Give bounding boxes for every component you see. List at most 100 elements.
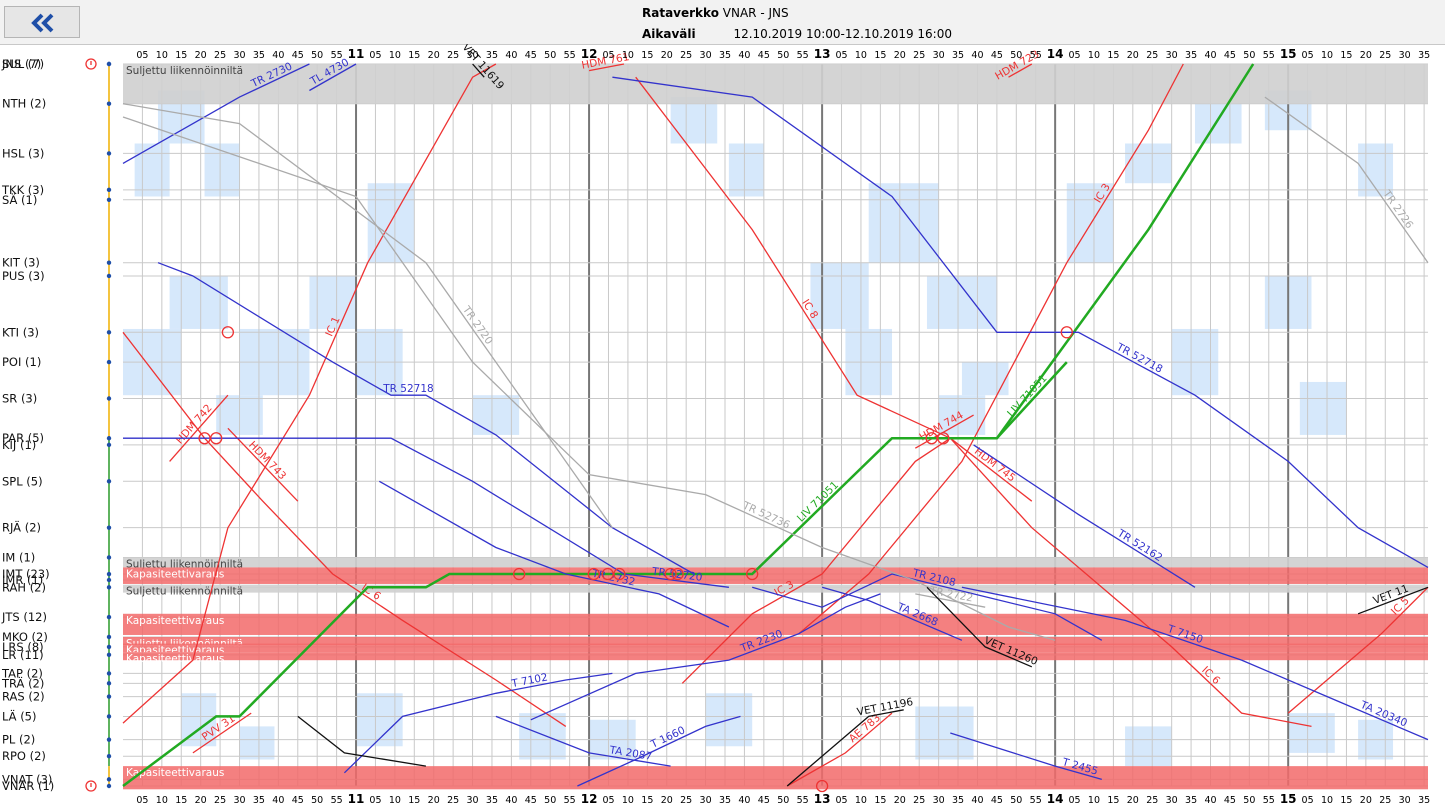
station-dot[interactable] [106,577,112,583]
back-button[interactable] [4,6,80,38]
station-dot[interactable] [106,359,112,365]
train-path[interactable] [950,732,1102,781]
train-path[interactable] [798,63,1184,635]
minute-tick-label: 40 [272,795,284,806]
train-path[interactable] [378,480,730,628]
station-dot[interactable] [106,571,112,577]
station-dot[interactable] [106,681,112,686]
station-dot[interactable] [106,652,112,658]
station-dot[interactable] [106,585,112,590]
train-path[interactable] [122,103,613,529]
station-dot[interactable] [106,396,112,401]
station-dot[interactable] [106,614,112,620]
train-path[interactable] [122,331,567,727]
train-path[interactable] [926,586,1033,668]
train-path[interactable] [1241,659,1429,741]
station-dot[interactable] [106,330,112,335]
alert-icon[interactable] [85,780,97,792]
train-path[interactable] [949,437,1033,502]
train-graph[interactable]: Suljettu liikennöinniltä Suljettu liikenn… [0,44,1445,811]
minute-tick-label: 05 [602,50,614,61]
train-path[interactable] [588,63,625,72]
station-dot[interactable] [106,436,112,441]
train-path[interactable] [192,712,252,754]
train-path[interactable] [961,586,1242,661]
train-path[interactable] [309,63,357,92]
conflict-marker[interactable] [601,567,614,581]
station-dot[interactable] [106,442,112,448]
station-dot[interactable] [106,101,112,106]
station-dot[interactable] [106,260,112,265]
train-path[interactable] [122,63,310,164]
conflict-marker[interactable] [198,432,211,445]
station-dot[interactable] [106,525,112,530]
band-label: Kapasiteettivaraus [126,767,224,779]
station-dot[interactable] [106,737,112,742]
train-path[interactable] [1287,586,1429,714]
conflict-marker[interactable] [664,567,677,581]
conflict-marker[interactable] [221,326,235,339]
station-dot[interactable] [106,753,112,759]
train-path[interactable] [752,573,1103,641]
train-path[interactable] [1008,63,1033,78]
minute-tick-label: 30 [933,50,945,61]
station-dot[interactable] [106,479,112,484]
train-path[interactable] [227,427,299,502]
station-dot[interactable] [106,714,112,719]
train-path[interactable] [1264,96,1429,264]
alert-icon[interactable] [85,58,97,70]
minute-tick-label: 10 [1321,50,1333,61]
conflict-marker[interactable] [1060,326,1073,339]
train-path[interactable] [949,437,1312,728]
minute-tick-label: 25 [680,50,692,61]
conflict-marker[interactable] [613,567,626,581]
train-path[interactable] [123,437,729,588]
station-dot[interactable] [106,783,112,789]
station-dot[interactable] [106,61,112,67]
interval-value: 12.10.2019 10:00-12.10.2019 16:00 [733,27,952,41]
train-path[interactable] [973,444,1196,588]
station-dot[interactable] [106,671,112,676]
train-path[interactable] [786,712,893,787]
station-dot[interactable] [106,644,112,650]
station-dot[interactable] [106,151,112,156]
train-path[interactable] [577,715,741,787]
minute-tick-label: 50 [1010,50,1022,61]
train-path[interactable] [915,593,986,608]
train-path[interactable] [681,437,951,684]
station-dot[interactable] [106,777,112,782]
train-path[interactable] [495,715,671,767]
train-path[interactable] [635,76,951,439]
conflict-marker[interactable] [513,567,526,581]
train-path[interactable] [995,361,1068,440]
station-dot[interactable] [106,694,112,699]
station-dot[interactable] [106,197,112,202]
station-label: SUL (7) [2,57,44,71]
train-path[interactable] [122,63,497,724]
conflict-marker[interactable] [210,432,223,445]
train-path[interactable] [297,715,427,767]
conflict-marker[interactable] [746,567,759,581]
train-path[interactable] [169,394,229,462]
train-path[interactable] [530,593,881,721]
train-path[interactable] [157,262,695,575]
train-path[interactable] [122,116,1056,641]
train-path[interactable] [343,672,613,774]
train-path[interactable] [612,76,1429,568]
train-path[interactable] [914,414,974,449]
conflict-marker[interactable] [587,567,600,581]
interval-row: Aikaväli 12.10.2019 10:00-12.10.2019 16:… [642,27,952,41]
conflict-marker[interactable] [937,432,950,445]
train-path[interactable] [1357,586,1429,615]
conflict-marker[interactable] [671,567,684,581]
train-path[interactable] [122,63,1255,788]
conflict-marker[interactable] [925,432,938,445]
station-dot[interactable] [106,634,112,640]
train-path[interactable] [472,63,485,78]
conflict-marker[interactable] [815,779,829,793]
train-path[interactable] [786,709,904,787]
station-dot[interactable] [106,555,112,560]
train-path[interactable] [821,586,963,641]
station-dot[interactable] [106,273,112,279]
station-dot[interactable] [106,187,112,193]
